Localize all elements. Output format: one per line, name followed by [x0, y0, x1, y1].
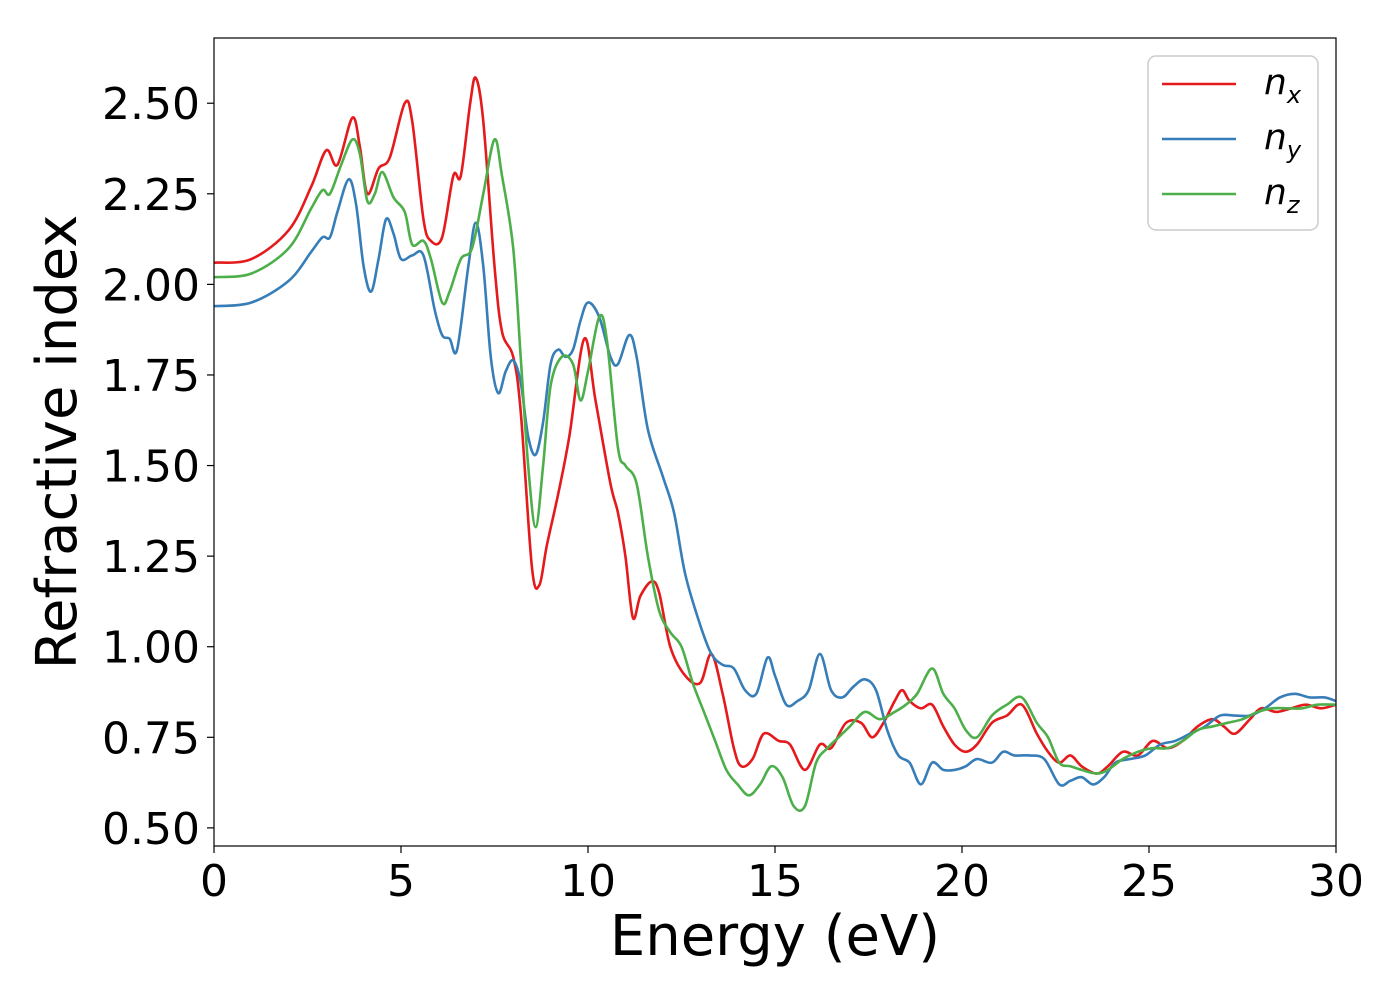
series-line-y — [214, 178, 1336, 787]
series-layer — [214, 76, 1336, 812]
x-tick-label: 20 — [934, 856, 990, 907]
x-tick-label: 10 — [560, 856, 616, 907]
y-axis-label: Refractive index — [25, 215, 90, 670]
legend-label-x: nx — [1264, 62, 1302, 109]
y-tick-label: 1.00 — [102, 623, 200, 674]
legend-box — [1147, 55, 1319, 231]
x-axis-label: Energy (eV) — [610, 904, 940, 969]
y-tick-label: 0.50 — [102, 804, 200, 855]
x-axis: 0 5 10 15 20 25 30 — [200, 846, 1364, 907]
y-tick-label: 1.75 — [102, 351, 200, 402]
y-tick-label: 2.50 — [102, 79, 200, 130]
x-tick-label: 30 — [1308, 856, 1364, 907]
legend-label-z: nz — [1264, 172, 1301, 219]
y-tick-label: 1.50 — [102, 442, 200, 493]
x-tick-label: 25 — [1121, 856, 1177, 907]
y-axis: 0.50 0.75 1.00 1.25 1.50 1.75 2.00 2.25 2.50 — [102, 79, 214, 855]
x-tick-label: 5 — [387, 856, 415, 907]
x-tick-label: 15 — [747, 856, 803, 907]
legend: nx ny nz — [1147, 55, 1319, 231]
y-tick-label: 0.75 — [102, 713, 200, 764]
y-tick-label: 2.00 — [102, 260, 200, 311]
x-tick-label: 0 — [200, 856, 228, 907]
series-line-x — [214, 76, 1336, 775]
y-tick-label: 2.25 — [102, 170, 200, 221]
legend-label-y: ny — [1264, 117, 1302, 164]
series-line-z — [214, 137, 1336, 812]
y-tick-label: 1.25 — [102, 532, 200, 583]
